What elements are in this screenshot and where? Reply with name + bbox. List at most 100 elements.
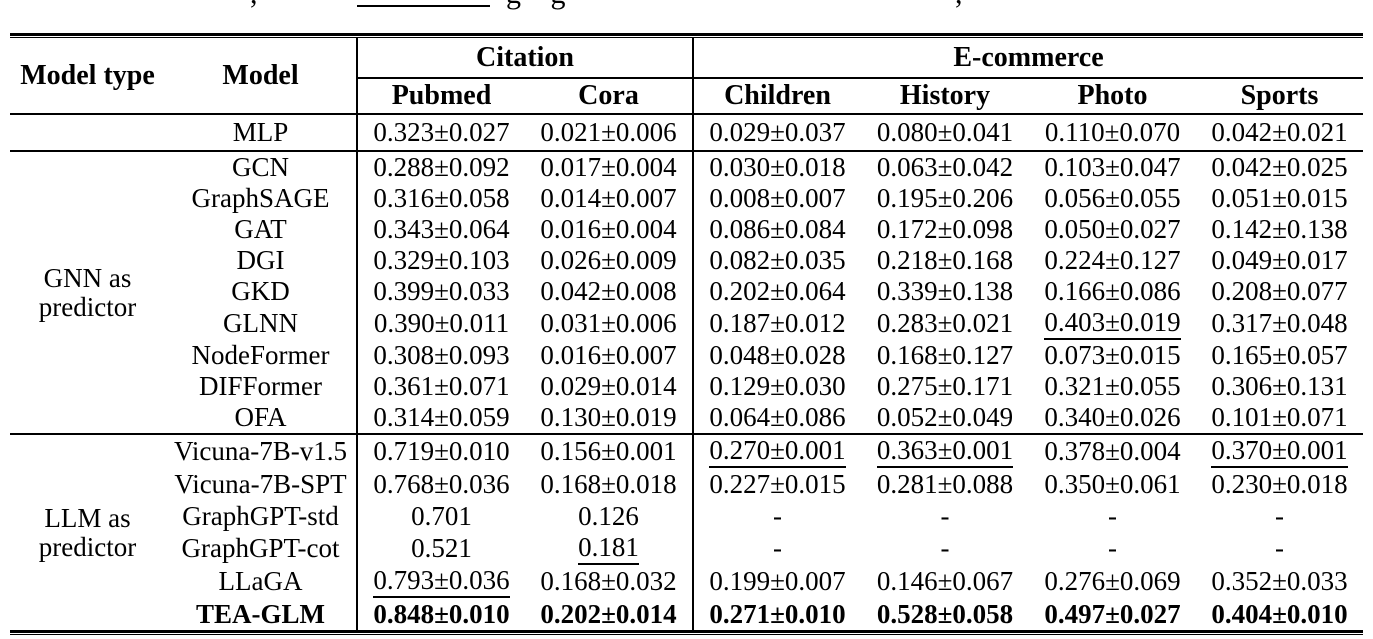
table-row: LLM as predictor Vicuna-7B-v1.5 0.719±0.010… [10, 433, 1364, 630]
metric-value: - [1108, 500, 1117, 531]
metric-value: 0.195±0.206 [876, 183, 1014, 213]
model-type-label-line: predictor [38, 291, 137, 322]
model-name: TEA-GLM [195, 598, 325, 629]
metric-value: 0.378±0.004 [1044, 436, 1181, 466]
results-table-wrap: Model type Model Citation E-commerce Pub… [10, 33, 1364, 635]
model-name: GAT [234, 214, 287, 244]
metric-value: 0.317±0.048 [1211, 308, 1348, 338]
metric-value: 0.339±0.138 [876, 276, 1014, 306]
group-header-row: Model type Model Citation E-commerce [10, 38, 1364, 115]
metric-value: 0.202±0.014 [540, 598, 677, 629]
model-name: NodeFormer [191, 340, 330, 370]
metric-value: 0.275±0.171 [876, 371, 1014, 401]
metric-value: 0.321±0.055 [1044, 371, 1181, 401]
metric-value: 0.329±0.103 [373, 245, 510, 275]
metric-value: 0.227±0.015 [709, 468, 846, 499]
model-name: GLNN [223, 308, 298, 338]
model-type-label-line: LLM as [44, 502, 131, 533]
metric-value: 0.063±0.042 [876, 152, 1014, 182]
metric-value: 0.230±0.018 [1211, 468, 1348, 499]
metric-value: 0.086±0.084 [709, 214, 846, 244]
table-row: TEA-GLM 0.848±0.010 0.202±0.014 0.271±0.010… [10, 598, 1363, 630]
table-row: GraphGPT-std 0.701 0.126 - - - - [10, 500, 1363, 532]
table-row: GLNN 0.390±0.011 0.031±0.006 0.187±0.012 0.2… [10, 307, 1363, 340]
metric-value: 0.017±0.004 [540, 152, 677, 182]
column-group-ecommerce: E-commerce [691, 38, 1364, 79]
metric-value: 0.390±0.011 [373, 308, 510, 338]
metric-value: 0.026±0.009 [540, 245, 677, 275]
metric-value: 0.370±0.001 [1211, 435, 1348, 468]
table-row: GraphSAGE 0.316±0.058 0.014±0.007 0.008±0.0… [10, 183, 1363, 214]
metric-value: 0.521 [411, 533, 472, 563]
metric-value: 0.052±0.049 [876, 402, 1014, 432]
metric-value: 0.082±0.035 [709, 245, 846, 275]
metric-value: 0.080±0.041 [876, 117, 1014, 147]
table-top-rule [10, 33, 1363, 38]
metric-value: 0.350±0.061 [1044, 468, 1181, 499]
metric-value: - [1108, 533, 1117, 563]
metric-value: 0.146±0.067 [876, 566, 1014, 596]
model-name: Vicuna-7B-SPT [174, 468, 347, 499]
model-name: LLaGA [218, 566, 303, 596]
metric-value: 0.181 [578, 532, 639, 565]
metric-value: 0.528±0.058 [876, 598, 1014, 629]
model-name: GraphSAGE [191, 183, 330, 213]
metric-value: 0.021±0.006 [540, 117, 677, 147]
metric-value: 0.768±0.036 [373, 468, 510, 499]
metric-value: 0.281±0.088 [876, 468, 1014, 499]
table-row: Vicuna-7B-SPT 0.768±0.036 0.168±0.018 0.227… [10, 468, 1363, 500]
metric-value: 0.056±0.055 [1044, 183, 1181, 213]
sub-header-row: Pubmed Cora Children History Photo Sport… [10, 78, 1364, 115]
table-row: OFA 0.314±0.059 0.130±0.019 0.064±0.086 0.05… [10, 402, 1363, 434]
caption-fragment-comma-right: , [955, 0, 963, 11]
column-header-model: Model [165, 38, 357, 115]
model-type-label-line: GNN as [43, 262, 132, 293]
model-name: MLP [232, 117, 289, 147]
metric-value: 0.199±0.007 [709, 566, 846, 596]
caption-fragment-comma-left: , [250, 0, 258, 11]
metric-value: 0.156±0.001 [540, 436, 677, 466]
model-name: OFA [234, 402, 287, 432]
metric-value: 0.218±0.168 [876, 245, 1014, 275]
column-header-sports: Sports [1196, 78, 1364, 115]
metric-value: - [773, 500, 782, 531]
metric-value: 0.352±0.033 [1211, 566, 1348, 596]
table-body: MLP 0.323±0.027 0.021±0.006 0.029±0.037 0.08… [10, 114, 1364, 630]
table-row: LLaGA 0.793±0.036 0.168±0.032 0.199±0.007 0.… [10, 565, 1363, 598]
metric-value: 0.031±0.006 [540, 308, 677, 338]
metric-value: 0.042±0.021 [1211, 117, 1348, 147]
metric-value: 0.276±0.069 [1044, 566, 1181, 596]
metric-value: - [1275, 533, 1285, 563]
metric-value: 0.016±0.004 [540, 214, 677, 244]
metric-value: 0.202±0.064 [709, 276, 846, 306]
metric-value: 0.042±0.025 [1211, 152, 1348, 182]
metric-value: 0.404±0.010 [1211, 598, 1348, 629]
caption-fragment-letters: g g [506, 0, 566, 11]
model-name: GraphGPT-cot [181, 533, 340, 563]
table-row: GAT 0.343±0.064 0.016±0.004 0.086±0.084 0.17… [10, 214, 1363, 245]
metric-value: - [940, 500, 950, 531]
metric-value: 0.064±0.086 [709, 402, 846, 432]
table-bottom-rule [10, 630, 1363, 635]
model-type-section-label: GNN as predictor [10, 150, 165, 434]
metric-value: 0.314±0.059 [373, 402, 510, 432]
metric-value: - [1275, 500, 1285, 531]
table-row: GNN as predictor GCN 0.288±0.092 0.017±0.004… [10, 150, 1364, 434]
metric-value: 0.168±0.032 [540, 566, 677, 596]
metric-value: 0.497±0.027 [1044, 598, 1181, 629]
metric-value: 0.073±0.015 [1044, 340, 1181, 370]
metric-value: - [773, 533, 782, 563]
metric-value: 0.323±0.027 [373, 117, 510, 147]
model-type-label-line: predictor [38, 531, 137, 562]
metric-value: 0.101±0.071 [1211, 402, 1348, 432]
model-name: GCN [165, 150, 357, 183]
metric-value: 0.049±0.017 [1211, 245, 1348, 275]
column-header-history: History [861, 78, 1029, 115]
metric-value: 0.224±0.127 [1044, 245, 1181, 275]
metric-value: 0.030±0.018 [709, 152, 846, 182]
metric-value: 0.168±0.018 [540, 468, 677, 499]
column-header-pubmed: Pubmed [356, 78, 525, 115]
metric-value: 0.316±0.058 [373, 183, 510, 213]
metric-value: 0.029±0.037 [709, 117, 846, 147]
metric-value: 0.142±0.138 [1211, 214, 1348, 244]
